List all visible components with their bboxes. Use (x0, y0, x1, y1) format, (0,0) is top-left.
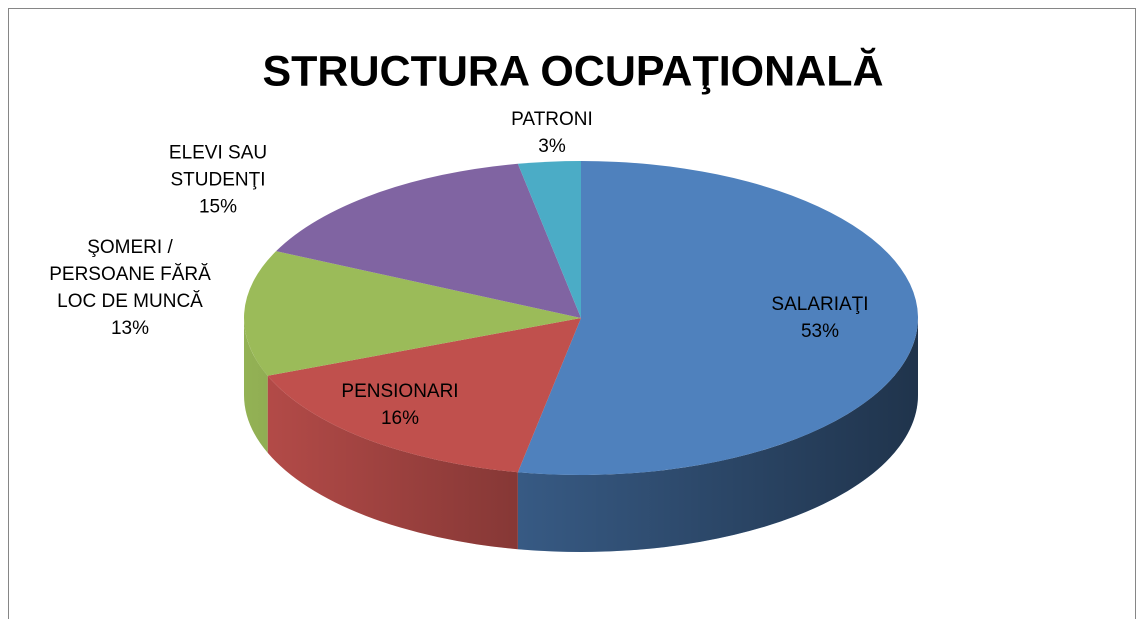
category-label: SALARIAŢI (771, 294, 869, 315)
slice (517, 161, 581, 318)
slice (276, 163, 581, 318)
slice (267, 318, 581, 473)
value-label: 3% (538, 136, 566, 157)
data-label: ŞOMERI / PERSOANE FĂRĂ LOC DE MUNCĂ 13% (45, 234, 215, 342)
data-label: PATRONI 3% (497, 106, 607, 160)
data-label: ELEVI SAU STUDENŢI 15% (153, 140, 283, 221)
category-label: PATRONI (511, 109, 593, 130)
data-label: SALARIAŢI 53% (760, 291, 880, 345)
side-shade (244, 318, 268, 453)
value-label: 16% (380, 408, 420, 429)
category-label: PENSIONARI (341, 381, 459, 402)
slice (517, 161, 919, 475)
value-label: 13% (110, 318, 150, 339)
slice (243, 251, 582, 376)
category-label: ELEVI SAU STUDENŢI (168, 142, 268, 191)
value-label: 15% (198, 196, 238, 218)
chart-frame (8, 8, 1136, 619)
value-label: 53% (800, 321, 840, 342)
data-label: PENSIONARI 16% (320, 378, 480, 432)
side-shade (267, 375, 518, 550)
side-shade (517, 318, 918, 552)
chart-title: STRUCTURA OCUPAŢIONALĂ (262, 47, 884, 96)
category-label: ŞOMERI / PERSOANE FĂRĂ LOC DE MUNCĂ (49, 237, 211, 312)
